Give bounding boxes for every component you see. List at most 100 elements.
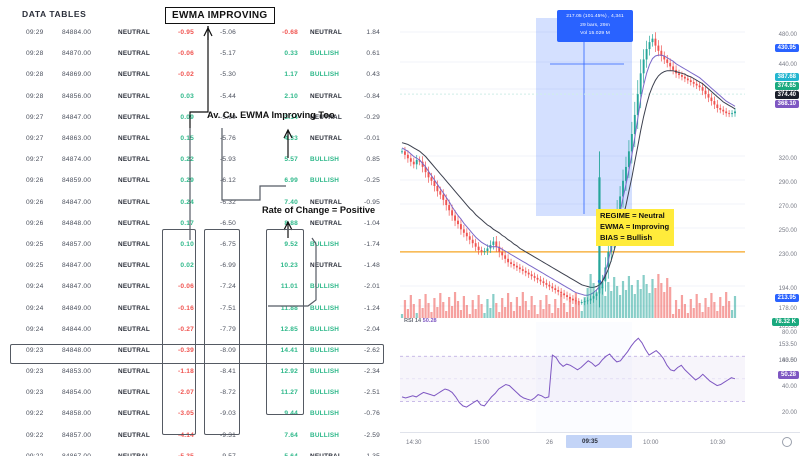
table-row[interactable]: 09:22 84857.00 NEUTRAL -4.14 -9.31 7.64 BULLIS… [0,425,400,446]
table-row[interactable]: 09:24 84849.00 NEUTRAL -0.16 -7.51 11.88 BULLI… [0,297,400,318]
table-row[interactable]: 09:23 84854.00 NEUTRAL -2.07 -8.72 11.27 BULLI… [0,382,400,403]
volume-bar [421,308,424,318]
cell-rate-of-change: 8.88 [284,219,298,227]
volume-bar [589,274,592,318]
table-row[interactable]: 09:28 84869.00 NEUTRAL -0.02 -5.30 1.17 BULLIS… [0,64,400,85]
cell-price: 84870.00 [62,50,92,58]
price-chart-area[interactable] [400,0,745,318]
volume-bar [627,276,631,318]
volume-bar [562,303,566,318]
price-axis-badge[interactable]: 213.95 [774,294,799,302]
candle-body [465,232,468,237]
volume-bar [636,280,639,318]
rsi-axis-tick: 80.00 [781,330,797,336]
candle-body [551,286,554,289]
table-row[interactable]: 09:28 84856.00 NEUTRAL 0.03 -5.44 2.10 NEUTRAL… [0,86,400,107]
volume-bar [610,291,613,318]
table-row[interactable]: 09:25 84847.00 NEUTRAL 0.02 -6.99 10.23 NEUTRA… [0,255,400,276]
cell-rate-of-change: 11.27 [280,389,298,397]
price-axis-badge[interactable]: 430.95 [774,44,799,52]
candle-body [480,250,483,252]
cell-delta: -0.95 [177,29,194,37]
time-axis[interactable]: 09:35 14:30 15:00 26 10:00 10:30 [400,432,800,456]
measure-tool-tooltip[interactable]: 217.05 (101.45%) , 4,341 29 bars, 29m Vo… [557,10,633,42]
candle-body [622,180,624,197]
cell-bias: BULLISH [310,410,340,418]
clock-icon[interactable] [782,437,792,447]
volume-bar [716,311,719,318]
candle-body [436,186,439,192]
cell-regime: NEUTRAL [118,177,150,185]
data-tables-title: DATA TABLES [22,9,87,19]
candle-body [719,108,722,110]
cell-rate-of-change: 9.44 [284,410,298,418]
cell-rate-of-change: 0.33 [284,50,298,58]
candle-body [498,246,501,252]
candle-body [510,262,512,264]
cell-time: 09:27 [26,135,44,143]
price-axis-badge[interactable]: 387.68 [774,73,799,81]
volume-bar [536,314,539,318]
candle-body [713,101,716,105]
cell-time: 09:27 [26,113,44,121]
volume-bar [713,302,716,318]
table-row[interactable]: 09:27 84863.00 NEUTRAL 0.15 -5.76 4.33 NEUTRAL… [0,128,400,149]
volume-bar [695,294,698,318]
price-axis-badge[interactable]: 78.32 K [771,318,799,326]
cell-bias: NEUTRAL [310,198,342,206]
price-axis[interactable]: 480.00440.00400.00320.00290.00270.00250.… [745,0,800,456]
rsi-legend-label: RSI 14 [404,318,422,324]
candle-body [678,73,680,76]
candle-body [521,269,524,271]
cell-regime: NEUTRAL [118,219,150,227]
data-table: 09:29 84884.00 NEUTRAL -0.95 -5.06 -0.68 NEUTR… [0,22,400,456]
volume-bar [598,260,601,318]
candle-body [507,258,510,263]
cell-delta: 0.02 [180,262,194,270]
volume-bar [686,313,689,318]
volume-bar [719,297,722,318]
volume-bar [577,302,580,318]
cell-price: 84847.00 [62,198,92,206]
cell-delta: 0.03 [180,92,194,100]
price-axis-tick: 178.00 [778,306,797,312]
table-row[interactable]: 09:28 84870.00 NEUTRAL -0.06 -5.17 0.33 BULLIS… [0,43,400,64]
cell-score: -0.29 [363,113,380,121]
table-row[interactable]: 09:22 84867.00 NEUTRAL -5.35 -9.57 5.64 NEUTRA… [0,446,400,456]
price-axis-badge[interactable]: 374.40 [774,91,799,99]
table-row[interactable]: 09:24 84844.00 NEUTRAL -0.27 -7.79 12.85 BULLI… [0,319,400,340]
cell-time: 09:22 [26,431,44,439]
candle-body [418,160,421,162]
table-row[interactable]: 09:26 84848.00 NEUTRAL 0.17 -6.50 8.88 NEUTRAL… [0,213,400,234]
cell-time: 09:29 [26,29,44,37]
table-row[interactable]: 09:26 84859.00 NEUTRAL 0.29 -6.12 6.99 BULLISH… [0,170,400,191]
price-axis-badge[interactable]: 374.65 [774,82,799,90]
cell-time: 09:27 [26,156,44,164]
volume-bar [545,295,548,318]
table-row[interactable]: 09:25 84857.00 NEUTRAL 0.10 -6.75 9.52 BULLISH… [0,234,400,255]
table-row[interactable]: 09:27 84874.00 NEUTRAL 0.22 -5.93 5.57 BULLISH… [0,149,400,170]
table-row[interactable]: 09:27 84847.00 NEUTRAL 0.09 -5.60 3.14 NEUTRAL… [0,107,400,128]
table-row[interactable]: 09:22 84858.00 NEUTRAL -3.05 -9.03 9.44 BULLIS… [0,403,400,424]
candle-body [501,251,504,256]
cell-cumulative: -9.57 [210,453,236,456]
candle-body [560,291,563,294]
price-axis-badge[interactable]: 368.10 [774,100,799,108]
table-row[interactable]: 09:23 84848.00 NEUTRAL -0.39 -8.09 14.41 BULLI… [0,340,400,361]
cell-rate-of-change: 5.64 [272,453,298,456]
rsi-legend[interactable]: RSI 14 50.28 [404,318,437,324]
cell-delta: -0.06 [177,50,194,58]
chart-panel[interactable]: 217.05 (101.45%) , 4,341 29 bars, 29m Vo… [400,0,800,456]
candle-body [654,38,657,46]
rsi-chart-area[interactable] [400,322,745,432]
rsi-axis-badge[interactable]: 50.28 [777,371,799,379]
table-row[interactable]: 09:29 84884.00 NEUTRAL -0.95 -5.06 -0.68 NEUTR… [0,22,400,43]
table-row[interactable]: 09:23 84853.00 NEUTRAL -1.18 -8.41 12.92 BULLI… [0,361,400,382]
volume-bar [439,293,442,318]
cell-price: 84859.00 [62,177,92,185]
volume-bar [601,287,604,318]
table-row[interactable]: 09:24 84847.00 NEUTRAL -0.06 -7.24 11.01 BULLI… [0,276,400,297]
table-row[interactable]: 09:26 84847.00 NEUTRAL 0.24 -6.32 7.40 NEUTRAL… [0,192,400,213]
volume-bar [477,295,480,318]
